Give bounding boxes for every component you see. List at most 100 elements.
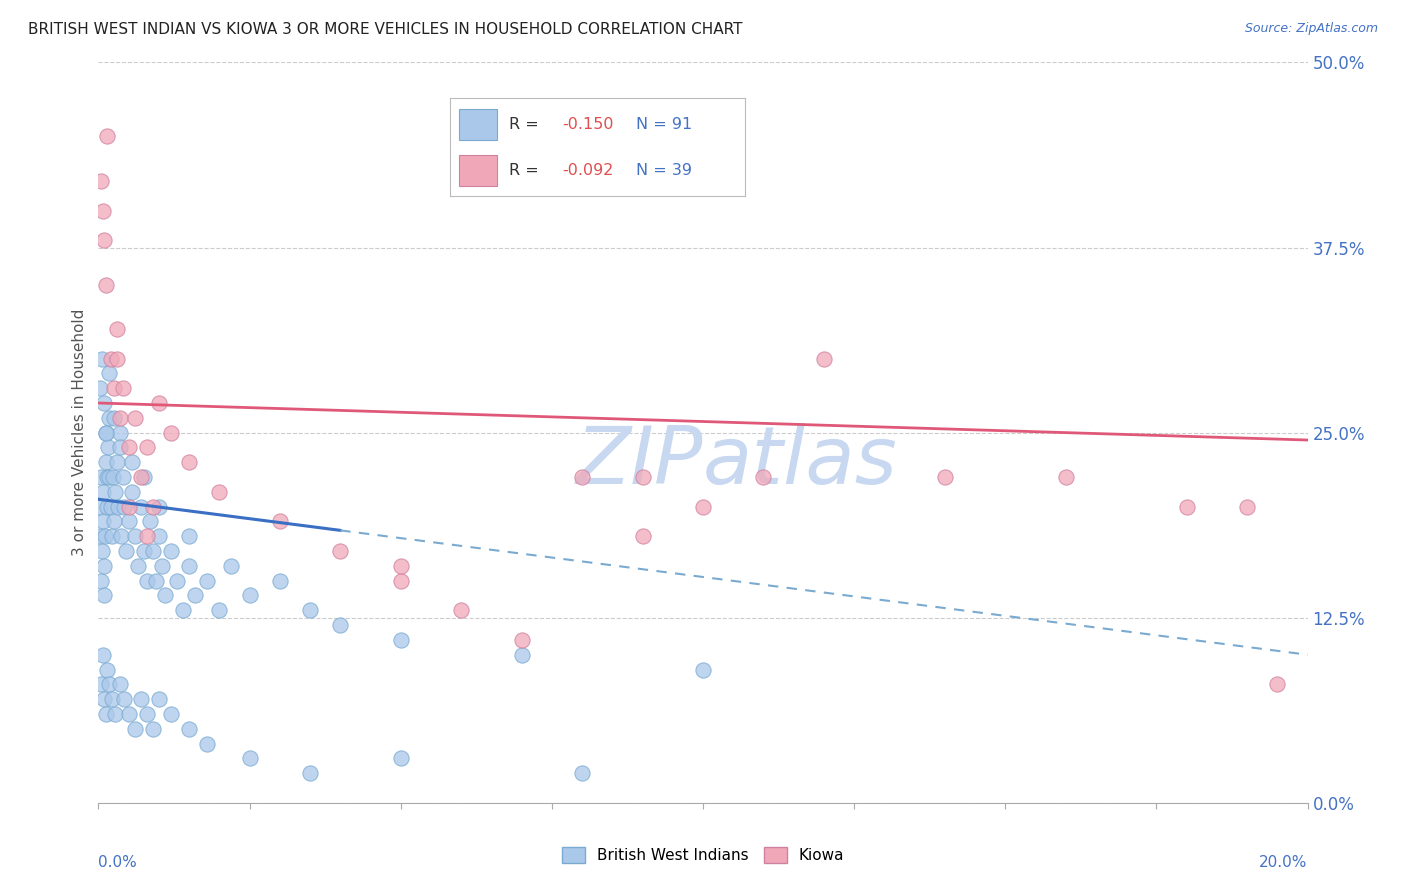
Point (389, 574, 412, 588)
Point (100, 692, 122, 706)
Point (118, 706, 141, 721)
Text: -0.150: -0.150 (562, 117, 613, 132)
Point (105, 455, 128, 469)
Text: R =: R = (509, 117, 544, 132)
Point (179, 558, 201, 573)
Point (108, 441, 131, 455)
Point (94, 529, 117, 543)
Point (208, 484, 231, 499)
Point (692, 500, 714, 514)
Point (239, 751, 262, 765)
Legend: British West Indians, Kiowa: British West Indians, Kiowa (555, 841, 851, 869)
Point (111, 470, 134, 484)
Point (142, 544, 165, 558)
Point (450, 603, 472, 617)
Text: -0.092: -0.092 (562, 163, 613, 178)
Point (127, 558, 149, 573)
Point (118, 500, 141, 514)
Text: atlas: atlas (703, 423, 898, 501)
Text: 20.0%: 20.0% (1260, 855, 1308, 870)
Point (692, 663, 714, 677)
Point (108, 425, 131, 440)
Point (91, 203, 114, 218)
Point (135, 574, 157, 588)
Point (631, 470, 654, 484)
Text: N = 39: N = 39 (636, 163, 692, 178)
Point (124, 722, 146, 736)
Point (103, 381, 125, 395)
Point (148, 396, 170, 410)
Point (142, 722, 165, 736)
Point (96, 129, 118, 144)
Point (153, 589, 176, 603)
Point (148, 692, 170, 706)
Point (100, 500, 122, 514)
Point (389, 751, 412, 765)
Point (132, 470, 155, 484)
Point (93, 558, 115, 573)
Point (93, 233, 115, 247)
Point (389, 558, 412, 573)
Point (93, 396, 115, 410)
Point (105, 322, 128, 336)
Point (111, 381, 134, 395)
Point (118, 441, 141, 455)
Point (142, 500, 165, 514)
Bar (458, 155, 498, 186)
Point (124, 410, 146, 425)
Point (1054, 470, 1077, 484)
Point (97, 410, 120, 425)
Text: 0.0%: 0.0% (98, 855, 138, 870)
Point (221, 558, 243, 573)
Point (112, 692, 135, 706)
Point (184, 589, 207, 603)
Point (179, 722, 201, 736)
Point (112, 500, 135, 514)
Point (571, 470, 593, 484)
Point (121, 484, 143, 499)
Point (179, 455, 201, 469)
Point (510, 648, 533, 662)
Point (195, 574, 218, 588)
Point (1175, 500, 1198, 514)
Point (104, 484, 127, 499)
Text: ZIP: ZIP (575, 423, 703, 501)
Text: Source: ZipAtlas.com: Source: ZipAtlas.com (1244, 22, 1378, 36)
Point (172, 603, 194, 617)
Point (90, 174, 112, 188)
Point (269, 574, 291, 588)
Point (100, 529, 122, 543)
Point (105, 351, 128, 366)
Point (510, 632, 533, 647)
Point (934, 470, 956, 484)
Point (90, 574, 112, 588)
Point (93, 692, 115, 706)
Point (98, 470, 121, 484)
Point (208, 603, 231, 617)
Point (94, 277, 117, 292)
Point (108, 410, 131, 425)
Point (160, 706, 183, 721)
Bar (458, 109, 498, 140)
Point (91, 484, 114, 499)
Point (110, 529, 132, 543)
Point (96, 425, 118, 440)
Point (114, 544, 136, 558)
Point (124, 529, 146, 543)
Point (96, 425, 118, 440)
Point (299, 603, 322, 617)
Point (91, 515, 114, 529)
Point (1236, 500, 1258, 514)
Point (813, 351, 835, 366)
Point (89, 381, 111, 395)
Point (98, 677, 121, 691)
Point (135, 706, 157, 721)
Point (103, 515, 125, 529)
Point (93, 589, 115, 603)
Point (96, 663, 118, 677)
Point (129, 692, 152, 706)
Point (103, 410, 125, 425)
Point (150, 558, 173, 573)
Point (97, 441, 120, 455)
Point (160, 425, 183, 440)
